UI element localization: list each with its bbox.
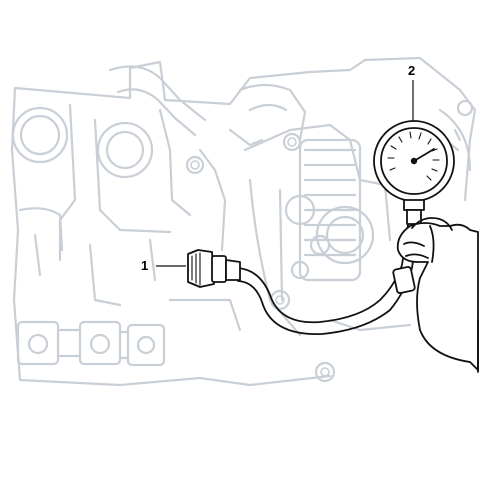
engine-block-linework bbox=[10, 56, 480, 387]
technician-hand bbox=[396, 217, 479, 373]
adapter-hose-assembly bbox=[187, 224, 419, 335]
compression-gauge bbox=[373, 120, 455, 225]
callout-2-label: 2 bbox=[408, 63, 416, 78]
callout-1-label: 1 bbox=[141, 258, 149, 273]
